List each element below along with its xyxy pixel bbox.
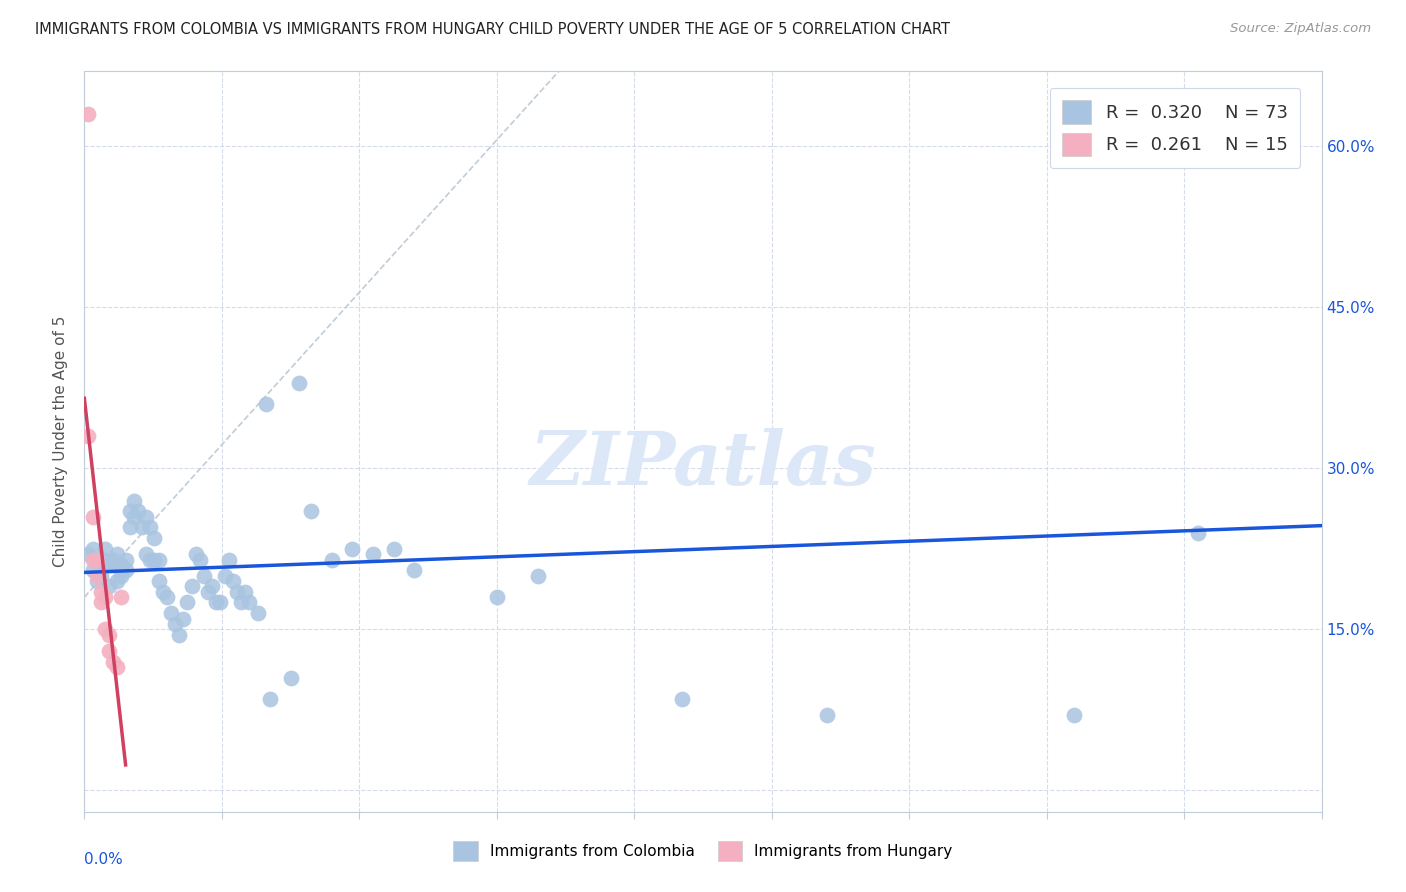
Point — [94, 541, 117, 556]
Point — [143, 552, 166, 566]
Point — [114, 563, 136, 577]
Point — [233, 584, 256, 599]
Point — [77, 429, 100, 443]
Point — [139, 552, 162, 566]
Point — [1063, 708, 1085, 723]
Point — [90, 595, 112, 609]
Point — [197, 584, 219, 599]
Point — [148, 552, 170, 566]
Point — [105, 574, 128, 588]
Point — [218, 552, 240, 566]
Point — [118, 504, 141, 518]
Point — [671, 692, 693, 706]
Point — [98, 644, 121, 658]
Point — [127, 504, 149, 518]
Point — [110, 590, 132, 604]
Point — [103, 655, 125, 669]
Y-axis label: Child Poverty Under the Age of 5: Child Poverty Under the Age of 5 — [53, 316, 69, 567]
Point — [167, 628, 190, 642]
Point — [184, 547, 207, 561]
Point — [122, 509, 145, 524]
Point — [103, 552, 125, 566]
Text: 0.0%: 0.0% — [84, 853, 124, 867]
Point — [82, 563, 104, 577]
Point — [156, 590, 179, 604]
Point — [176, 595, 198, 609]
Point — [254, 397, 277, 411]
Point — [122, 493, 145, 508]
Point — [361, 547, 384, 561]
Point — [201, 579, 224, 593]
Point — [86, 552, 108, 566]
Point — [86, 552, 108, 566]
Point — [299, 504, 322, 518]
Point — [94, 552, 117, 566]
Point — [98, 558, 121, 572]
Point — [148, 574, 170, 588]
Point — [139, 520, 162, 534]
Point — [238, 595, 260, 609]
Point — [209, 595, 232, 609]
Point — [90, 558, 112, 572]
Point — [404, 563, 426, 577]
Point — [382, 541, 405, 556]
Point — [172, 611, 194, 625]
Point — [214, 568, 236, 582]
Point — [105, 660, 128, 674]
Text: ZIPatlas: ZIPatlas — [530, 427, 876, 500]
Point — [105, 547, 128, 561]
Point — [259, 692, 281, 706]
Point — [77, 107, 100, 121]
Point — [110, 568, 132, 582]
Point — [246, 606, 269, 620]
Point — [131, 520, 153, 534]
Point — [98, 579, 121, 593]
Point — [77, 547, 100, 561]
Point — [342, 541, 364, 556]
Point — [165, 616, 187, 631]
Point — [110, 558, 132, 572]
Point — [1187, 139, 1209, 153]
Point — [193, 568, 215, 582]
Point — [527, 568, 550, 582]
Point — [229, 595, 252, 609]
Point — [280, 671, 302, 685]
Point — [160, 606, 183, 620]
Point — [205, 595, 228, 609]
Point — [180, 579, 202, 593]
Point — [321, 552, 343, 566]
Point — [90, 568, 112, 582]
Point — [90, 584, 112, 599]
Point — [94, 590, 117, 604]
Legend: Immigrants from Colombia, Immigrants from Hungary: Immigrants from Colombia, Immigrants fro… — [447, 835, 959, 867]
Point — [82, 509, 104, 524]
Point — [222, 574, 245, 588]
Point — [114, 552, 136, 566]
Point — [288, 376, 311, 390]
Point — [188, 552, 211, 566]
Text: Source: ZipAtlas.com: Source: ZipAtlas.com — [1230, 22, 1371, 36]
Point — [82, 552, 104, 566]
Point — [152, 584, 174, 599]
Point — [98, 628, 121, 642]
Point — [135, 509, 157, 524]
Point — [485, 590, 508, 604]
Point — [103, 558, 125, 572]
Point — [86, 574, 108, 588]
Point — [86, 568, 108, 582]
Point — [94, 623, 117, 637]
Text: IMMIGRANTS FROM COLOMBIA VS IMMIGRANTS FROM HUNGARY CHILD POVERTY UNDER THE AGE : IMMIGRANTS FROM COLOMBIA VS IMMIGRANTS F… — [35, 22, 950, 37]
Point — [815, 708, 838, 723]
Point — [118, 520, 141, 534]
Point — [226, 584, 249, 599]
Point — [143, 531, 166, 545]
Point — [82, 541, 104, 556]
Point — [1187, 525, 1209, 540]
Point — [135, 547, 157, 561]
